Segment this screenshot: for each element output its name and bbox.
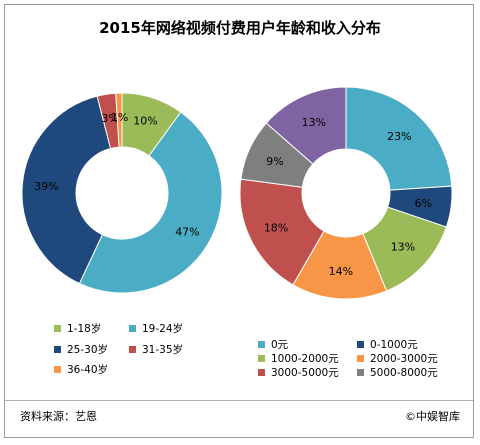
income-legend-item: 5000-8000元 [357, 365, 438, 380]
income-value-label-5: 9% [266, 155, 283, 168]
age-legend-swatch [54, 346, 61, 353]
age-legend-swatch [54, 366, 61, 373]
income-value-label-1: 6% [415, 197, 432, 210]
age-legend-label: 25-30岁 [67, 344, 109, 356]
age-legend-label: 36-40岁 [67, 364, 109, 376]
age-legend-item: 36-40岁 [54, 362, 108, 377]
income-slice-6 [265, 86, 347, 165]
income-legend-item: 1000-2000元 [258, 351, 339, 366]
income-legend-swatch [357, 369, 364, 376]
income-value-label-6: 13% [302, 116, 326, 129]
age-slice-1 [78, 111, 223, 294]
age-value-label-3: 3% [101, 112, 118, 125]
chart-frame [4, 4, 474, 438]
age-value-label-2: 39% [34, 180, 58, 193]
footer-divider [5, 400, 473, 401]
income-legend-item: 3000-5000元 [258, 365, 339, 380]
brand-credit: ©中娱智库 [405, 410, 460, 423]
income-legend-label: 2000-3000元 [370, 353, 438, 365]
age-legend-swatch [129, 346, 136, 353]
income-value-label-4: 18% [264, 221, 288, 234]
income-donut-chart: 23% 6% 13% 14% 18% 9% 13% [239, 86, 453, 300]
chart-title: 2015年网络视频付费用户年龄和收入分布 [99, 19, 381, 37]
income-legend-item: 2000-3000元 [357, 351, 438, 366]
income-legend-label: 0-1000元 [370, 339, 418, 351]
income-value-label-2: 13% [391, 240, 415, 253]
age-value-label-0: 10% [133, 115, 157, 128]
age-legend-item: 19-24岁 [129, 321, 183, 336]
age-value-label-4: 1% [111, 111, 128, 124]
age-legend-swatch [129, 325, 136, 332]
income-legend-swatch [258, 369, 265, 376]
income-legend-label: 3000-5000元 [271, 367, 339, 379]
income-legend-item: 0元 [258, 337, 288, 352]
income-legend-label: 1000-2000元 [271, 353, 339, 365]
income-legend-label: 0元 [271, 339, 289, 351]
age-legend-item: 25-30岁 [54, 342, 108, 357]
income-slice-0 [345, 86, 453, 191]
income-legend-swatch [357, 355, 364, 362]
age-value-label-1: 47% [175, 226, 199, 239]
income-legend-swatch [357, 341, 364, 348]
age-slice-4 [115, 92, 123, 148]
age-legend-item: 1-18岁 [54, 321, 101, 336]
income-legend-label: 5000-8000元 [370, 367, 438, 379]
income-value-label-0: 23% [387, 130, 411, 143]
age-donut-chart: 10% 47% 39% 3%1% [21, 92, 223, 294]
income-legend-item: 0-1000元 [357, 337, 418, 352]
income-legend-swatch [258, 341, 265, 348]
income-value-label-3: 14% [329, 265, 353, 278]
age-legend-item: 31-35岁 [129, 342, 183, 357]
age-legend-label: 19-24岁 [142, 323, 184, 335]
age-slice-2 [21, 95, 112, 285]
age-legend-label: 31-35岁 [142, 344, 184, 356]
age-legend-label: 1-18岁 [67, 323, 102, 335]
income-legend-swatch [258, 355, 265, 362]
income-slice-4 [239, 178, 325, 286]
age-legend-swatch [54, 325, 61, 332]
source-note: 资料来源：艺恩 [20, 410, 97, 423]
